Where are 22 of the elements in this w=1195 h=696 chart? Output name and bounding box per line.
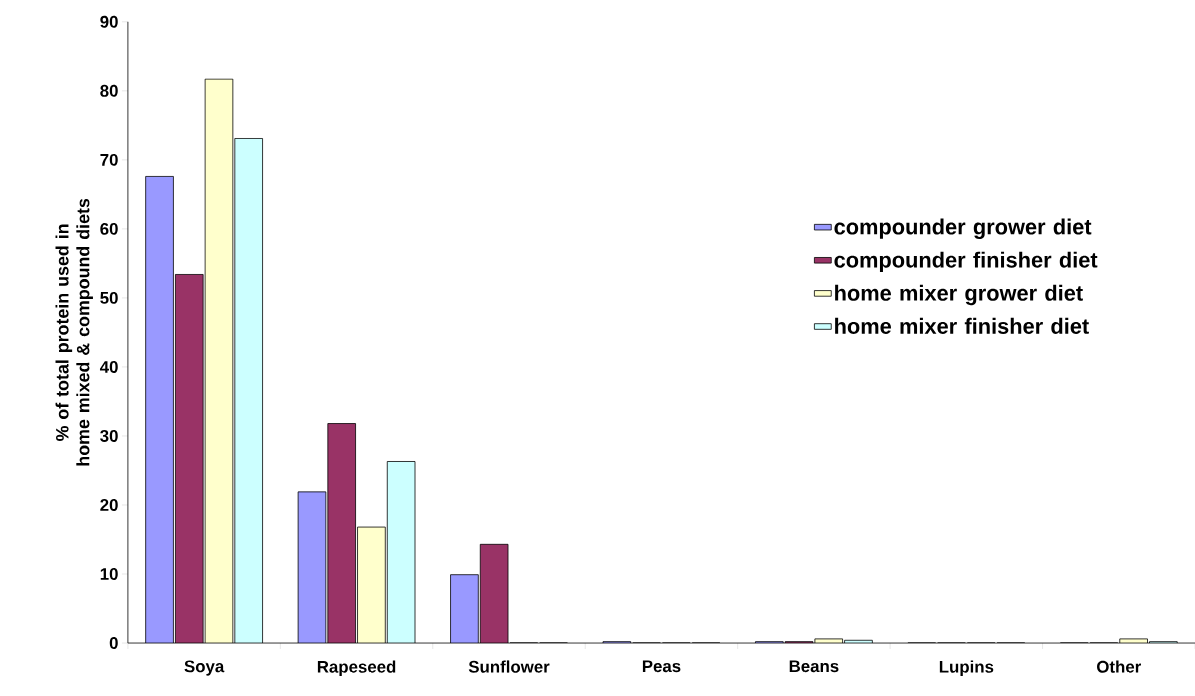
y-axis-title: % of total protein used in home mixed & compound diets [55, 199, 93, 466]
y-tick-label: 10 [100, 568, 118, 581]
x-tick-label: Rapeseed [317, 660, 396, 677]
x-tick-label: Sunflower [468, 660, 550, 673]
x-tick-label: Other [1097, 660, 1141, 673]
y-tick-label: 30 [100, 430, 118, 443]
legend-label: home mixer finisher diet [835, 318, 1089, 335]
y-tick-label: 0 [109, 637, 118, 650]
x-tick-label: Soya [184, 660, 225, 676]
y-tick-label: 60 [100, 223, 118, 236]
x-tick-label: Beans [789, 660, 839, 673]
x-tick-label: Lupins [939, 660, 994, 677]
y-tick-label: 20 [100, 499, 118, 512]
legend-label: compounder finisher diet [834, 251, 1098, 273]
y-tick-label: 40 [99, 361, 118, 374]
y-tick-label: 50 [100, 292, 118, 305]
legend-label: home mixer grower diet [835, 284, 1083, 306]
y-tick-label: 90 [100, 16, 118, 28]
legend-label: compounder grower diet [834, 218, 1092, 240]
x-tick-label: Peas [642, 660, 681, 673]
y-tick-label: 80 [100, 85, 118, 98]
y-tick-label: 70 [100, 154, 118, 167]
